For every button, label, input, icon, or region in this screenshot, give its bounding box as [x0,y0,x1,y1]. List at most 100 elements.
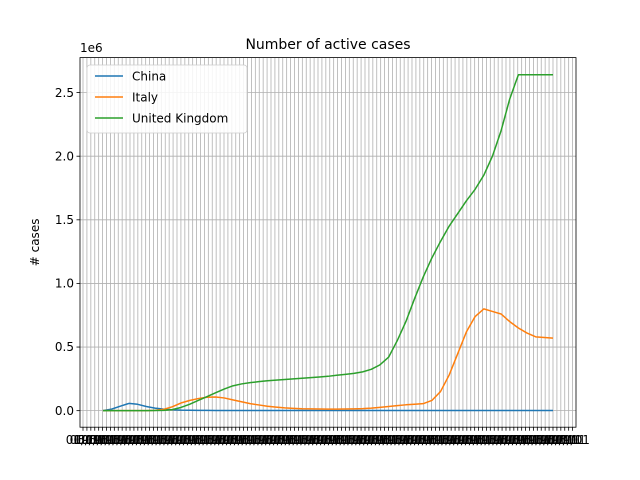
x-tick-label: 05/01 [70,433,105,447]
x-tick-label: 05/01 [281,433,316,447]
x-tick-label: 01/01 [218,433,253,447]
x-tick-label: 09/01 [179,433,214,447]
x-tick-label: 05/01 [352,433,387,447]
x-tick-label: 09/01 [226,433,261,447]
x-tick-label: 01/01 [124,433,159,447]
x-tick-label: 05/01 [175,433,210,447]
x-tick-label: 09/01 [238,433,273,447]
x-tick-label: 09/01 [132,433,167,447]
x-tick-label: 05/01 [81,433,116,447]
x-tick-label: 09/01 [309,433,344,447]
x-tick-label: 01/01 [453,433,488,447]
y-tick-label: 1.5 [55,213,74,227]
plot-area-frame [79,57,577,428]
x-tick-label: 01/01 [465,433,500,447]
x-tick-label: 09/01 [109,433,144,447]
x-tick-label: 05/01 [375,433,410,447]
x-tick-label: 01/01 [183,433,218,447]
x-tick-label: 01/01 [89,433,124,447]
y-axis-title: # cases [28,219,42,267]
x-tick-label: 05/01 [504,433,539,447]
series-line-china [102,402,553,412]
x-tick-label: 05/01 [222,433,257,447]
x-tick-label: 05/01 [128,433,163,447]
y-tick-label: 0.5 [55,340,74,354]
x-tick-label: 01/01 [195,433,230,447]
series-line-italy [103,308,554,412]
x-tick-label: 01/01 [324,433,359,447]
x-tick-label: 05/01 [340,433,375,447]
x-tick-label: 09/01 [555,433,590,447]
x-tick-label: 05/01 [269,433,304,447]
x-tick-label: 05/01 [422,433,457,447]
x-tick-label: 01/01 [477,433,512,447]
y-tick-label: 2.5 [55,86,74,100]
x-tick-label: 05/01 [140,433,175,447]
legend-box [86,64,248,134]
x-tick-label: 09/01 [144,433,179,447]
x-tick-label: 01/01 [406,433,441,447]
x-tick-label: 09/01 [74,433,109,447]
x-tick-label: 01/01 [171,433,206,447]
x-tick-label: 05/01 [540,433,575,447]
x-tick-label: 05/01 [93,433,128,447]
x-tick-label: 01/01 [312,433,347,447]
x-tick-label: 01/01 [359,433,394,447]
x-tick-label: 01/01 [500,433,535,447]
x-tick-label: 09/01 [320,433,355,447]
series-line-united-kingdom [103,74,553,412]
x-tick-label: 09/01 [356,433,391,447]
x-tick-label: 09/01 [379,433,414,447]
x-tick-label: 01/01 [230,433,265,447]
x-tick-label: 09/01 [438,433,473,447]
x-tick-label: 05/01 [246,433,281,447]
x-tick-label: 09/01 [203,433,238,447]
x-tick-label: 09/01 [520,433,555,447]
x-tick-label: 05/01 [493,433,528,447]
x-tick-label: 09/01 [485,433,520,447]
x-tick-label: 09/01 [262,433,297,447]
x-tick-label: 09/01 [544,433,579,447]
x-tick-label: 01/01 [301,433,336,447]
x-tick-label: 05/01 [387,433,422,447]
x-tick-label: 01/01 [383,433,418,447]
x-tick-label: 05/01 [481,433,516,447]
x-tick-label: 01/01 [395,433,430,447]
x-tick-label: 05/01 [305,433,340,447]
x-axis: 01/0105/0109/0101/0105/0109/0101/0105/01… [66,427,590,447]
x-tick-label: 05/01 [328,433,363,447]
x-tick-label: 05/01 [117,433,152,447]
x-tick-label: 05/01 [316,433,351,447]
x-tick-label: 05/01 [457,433,492,447]
x-tick-label: 09/01 [191,433,226,447]
x-tick-label: 01/01 [207,433,242,447]
x-tick-label: 01/01 [348,433,383,447]
x-tick-label: 01/01 [418,433,453,447]
y-tick-label: 0.0 [55,404,74,418]
x-tick-label: 05/01 [164,433,199,447]
x-tick-label: 09/01 [461,433,496,447]
x-tick-label: 05/01 [258,433,293,447]
y-tick-label: 2.0 [55,149,74,163]
x-tick-label: 09/01 [250,433,285,447]
legend-label: China [132,70,166,84]
x-tick-label: 01/01 [277,433,312,447]
x-tick-label: 05/01 [434,433,469,447]
y-tick-label: 1.0 [55,277,74,291]
x-tick-label: 05/01 [234,433,269,447]
x-tick-label: 09/01 [273,433,308,447]
x-tick-label: 01/01 [66,433,101,447]
y-axis-offset-label: 1e6 [80,41,103,55]
legend-label: United Kingdom [132,112,228,126]
x-tick-label: 09/01 [497,433,532,447]
x-tick-label: 09/01 [391,433,426,447]
x-tick-label: 01/01 [442,433,477,447]
x-tick-label: 05/01 [516,433,551,447]
x-tick-label: 09/01 [97,433,132,447]
x-tick-label: 09/01 [285,433,320,447]
legend: China Italy United Kingdom [86,64,248,134]
x-tick-label: 09/01 [508,433,543,447]
x-tick-label: 05/01 [363,433,398,447]
x-tick-label: 09/01 [532,433,567,447]
series-lines [102,74,554,412]
